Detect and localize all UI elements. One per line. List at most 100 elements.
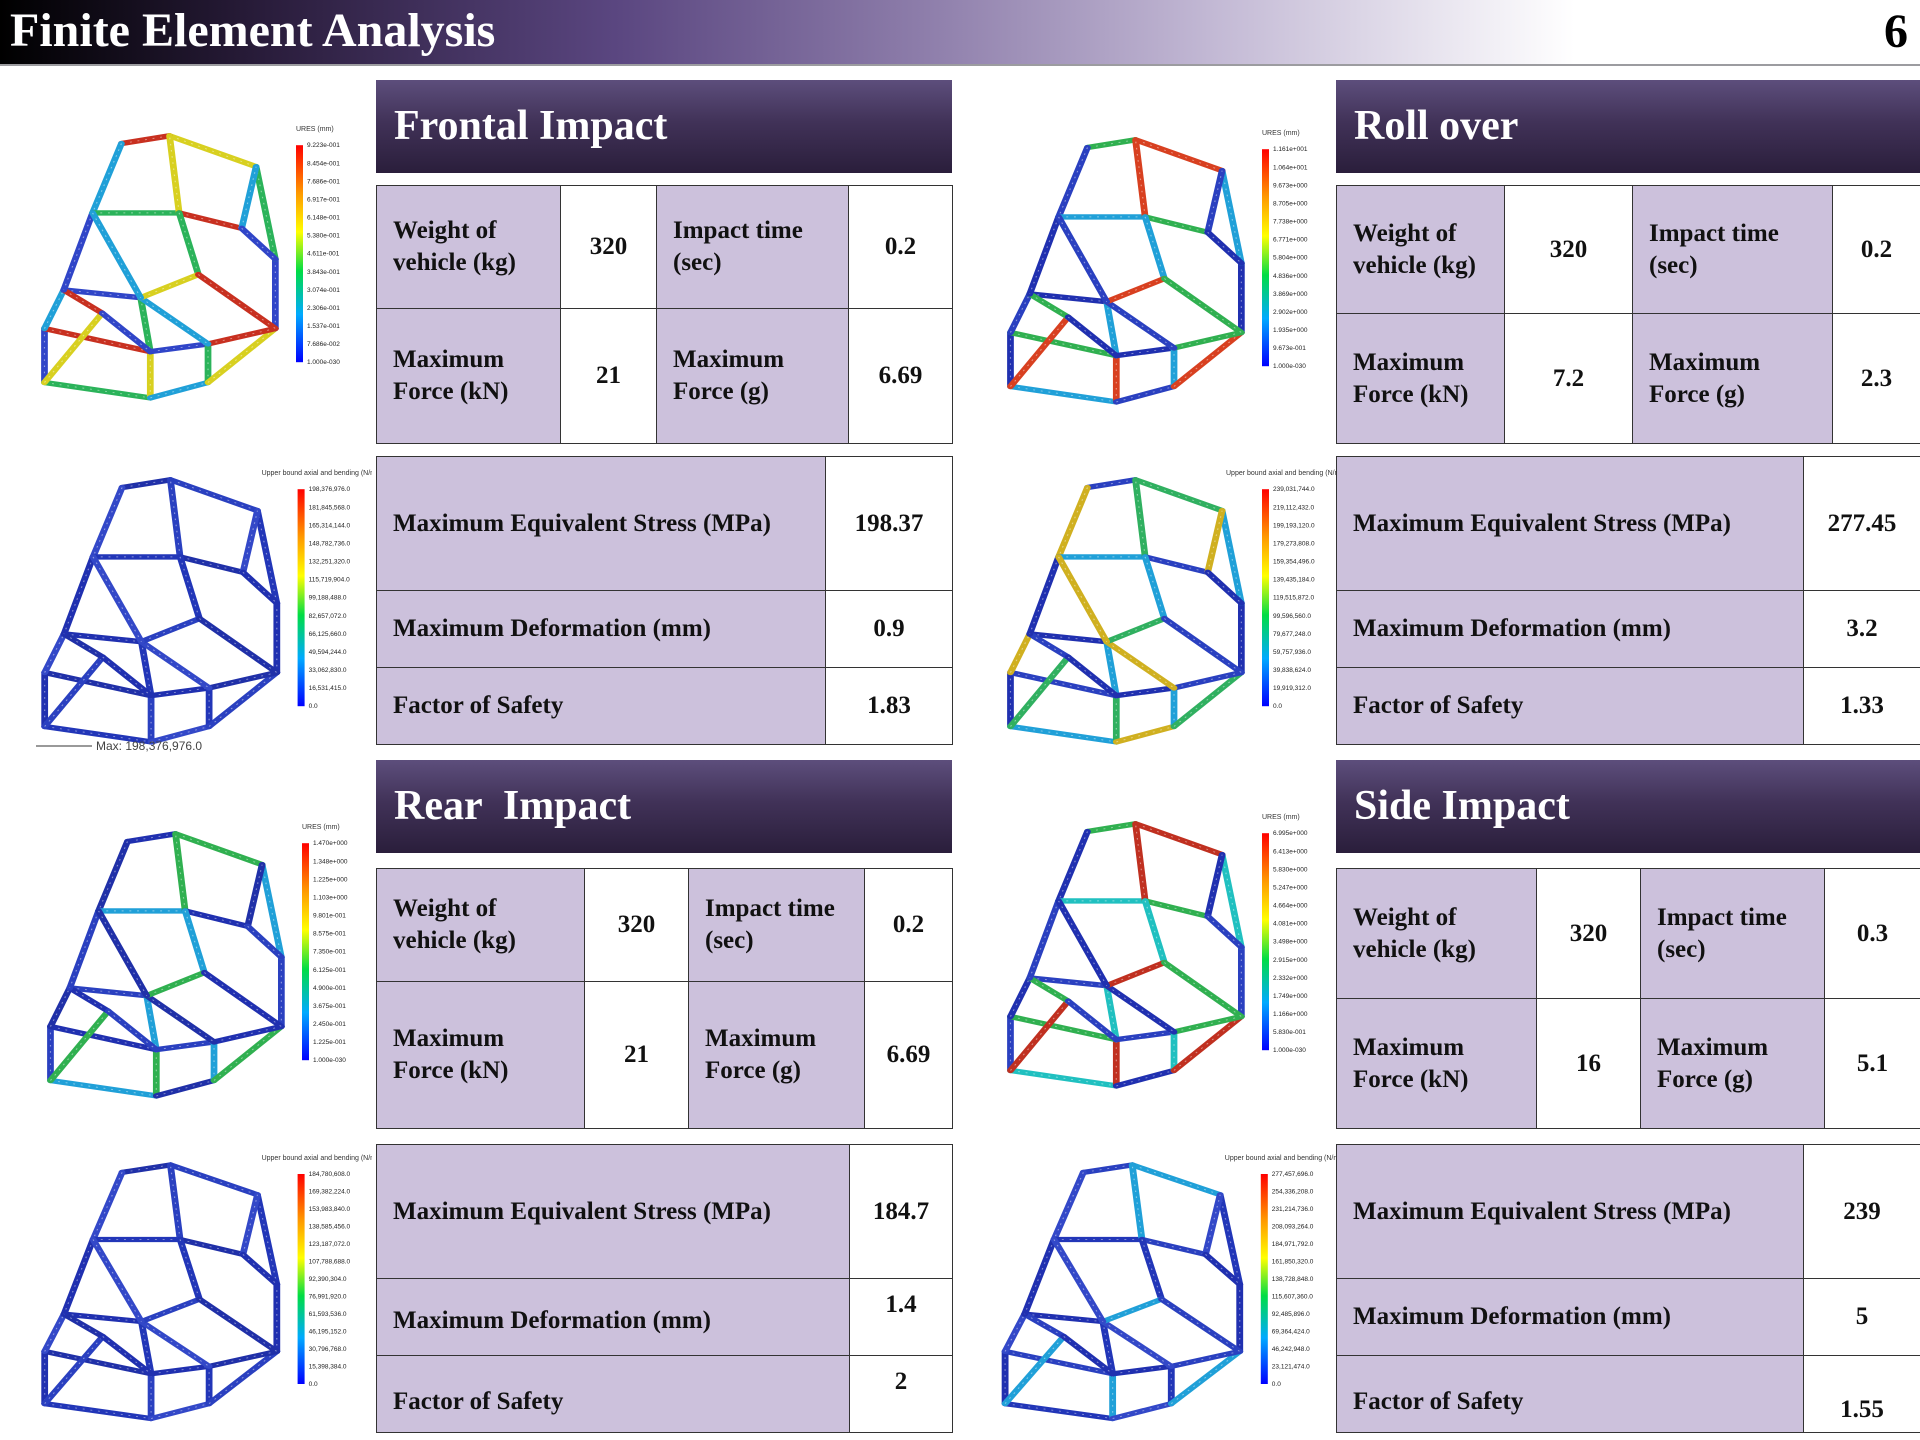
frame-member-beads xyxy=(1164,618,1242,673)
frame-member xyxy=(60,287,106,316)
frame-member xyxy=(66,985,151,999)
frontal-stress-plot: Upper bound axial and bending (N/m^2) 198… xyxy=(0,452,372,762)
frame-member-beads xyxy=(44,633,65,673)
frame-member xyxy=(60,1311,145,1325)
frame-member-beads xyxy=(121,1164,171,1173)
frame-member-beads xyxy=(1205,1254,1241,1285)
legend-tick-label: 2.450e-001 xyxy=(313,1021,346,1028)
frame-member-beads xyxy=(179,556,201,619)
frame-member xyxy=(1204,913,1245,950)
frame-member xyxy=(138,1318,155,1377)
legend-tick-label: 123,187,072.0 xyxy=(309,1241,351,1248)
max-deformation-value: 3.2 xyxy=(1803,590,1920,668)
frame-member xyxy=(138,638,213,691)
frame-member-beads xyxy=(242,1194,259,1255)
frame-member-beads xyxy=(63,1313,142,1323)
frame-member xyxy=(1021,1236,1058,1317)
frame-member-beads xyxy=(170,1164,258,1196)
frame-member xyxy=(1064,998,1120,1043)
legend-color-bar xyxy=(1262,833,1269,1051)
frame-member xyxy=(41,669,155,699)
frame-member-beads xyxy=(242,1254,278,1285)
legend-tick-label: 231,214,736.0 xyxy=(1272,1206,1314,1213)
frame-member-beads xyxy=(1131,1164,1143,1240)
frame-member-beads xyxy=(1087,479,1136,488)
frame-member xyxy=(1132,137,1149,220)
impact-time-value: 0.2 xyxy=(848,185,953,309)
legend-tick-label: 184,971,792.0 xyxy=(1272,1241,1314,1248)
weight-value: 320 xyxy=(1504,185,1633,314)
frame-member xyxy=(1218,507,1245,606)
frame-member-beads xyxy=(140,274,199,299)
rear-displacement-plot: URES (mm) 1.470e+000 1.348e+000 1.225e+000 1… xyxy=(6,806,376,1116)
max-deformation-label: Maximum Deformation (mm) xyxy=(376,590,826,668)
frame-member-beads xyxy=(1009,633,1031,673)
safety-factor-label: Factor of Safety xyxy=(1336,667,1804,745)
frame-member-beads xyxy=(1083,1164,1133,1173)
max-force-kn-value: 21 xyxy=(584,981,689,1129)
frame-member xyxy=(1026,631,1111,645)
frame-member-beads xyxy=(1207,232,1242,264)
frame-member-beads xyxy=(184,910,205,973)
frame-member xyxy=(124,831,179,845)
frame-member xyxy=(172,831,266,868)
frame-member xyxy=(1007,329,1120,359)
weight-value: 320 xyxy=(584,868,689,982)
legend-tick-label: 61,593,536.0 xyxy=(309,1311,347,1318)
frame-member xyxy=(1167,1348,1244,1369)
frame-member xyxy=(1170,669,1245,691)
frame-member-beads xyxy=(1144,216,1165,279)
max-deformation-value: 0.9 xyxy=(825,590,953,668)
frame-member xyxy=(176,1236,247,1258)
frame-member xyxy=(47,1077,160,1099)
frame-member xyxy=(89,1236,145,1325)
page-number: 6 xyxy=(1884,5,1908,58)
frame-member xyxy=(1026,898,1062,981)
frame-member-beads xyxy=(121,479,171,488)
impact-time-value: 0.2 xyxy=(1832,185,1920,314)
frame-member xyxy=(1204,569,1245,606)
frame-member xyxy=(1141,554,1168,622)
frame-member-beads xyxy=(204,972,282,1027)
frame-member xyxy=(1007,1013,1120,1043)
frame-member xyxy=(176,554,203,622)
frame-member-beads xyxy=(63,289,141,299)
frame-member xyxy=(95,838,131,914)
frame-member xyxy=(1167,1348,1244,1407)
frame-member xyxy=(118,1162,174,1175)
frame-member xyxy=(1026,291,1111,305)
frame-member xyxy=(1007,291,1034,336)
frame-member xyxy=(1170,329,1245,390)
frame-member xyxy=(205,1348,281,1407)
frame-member xyxy=(138,1296,203,1325)
legend-tick-label: 1.537e-001 xyxy=(307,323,340,330)
impact-time-label: Impact time (sec) xyxy=(1632,185,1833,314)
frame-member xyxy=(1204,507,1226,576)
frame-member xyxy=(1026,631,1072,660)
rollover-title: Roll over xyxy=(1336,80,1920,173)
max-stress-value: 239 xyxy=(1803,1144,1920,1279)
frame-member-beads xyxy=(1134,823,1146,901)
frame-member xyxy=(239,1251,281,1287)
legend-tick-label: 30,796,768.0 xyxy=(309,1346,347,1353)
frame-member-beads xyxy=(69,987,109,1012)
frame-member-beads xyxy=(1029,293,1069,318)
frame-member xyxy=(1026,554,1062,637)
legend-tick-label: 4.836e+000 xyxy=(1273,273,1308,280)
frame-member xyxy=(1161,959,1245,1020)
legend-tick-label: 6.125e-001 xyxy=(313,967,346,974)
frame-member xyxy=(1161,615,1245,676)
frame-member xyxy=(1055,144,1091,220)
legend-tick-label: 99,596,560.0 xyxy=(1273,613,1311,620)
frame-member xyxy=(60,631,107,660)
frame-member xyxy=(1026,975,1072,1004)
legend-tick-label: 5.804e+000 xyxy=(1273,255,1308,262)
frame-member xyxy=(41,1348,155,1377)
frame-member-beads xyxy=(1164,962,1242,1017)
legend-tick-label: 76,991,920.0 xyxy=(309,1294,347,1301)
frame-member-beads xyxy=(1106,962,1165,987)
legend-tick-label: 9.673e+000 xyxy=(1273,182,1308,189)
frame-member xyxy=(118,133,173,147)
frame-member-beads xyxy=(175,833,263,866)
frame-member xyxy=(239,507,261,576)
